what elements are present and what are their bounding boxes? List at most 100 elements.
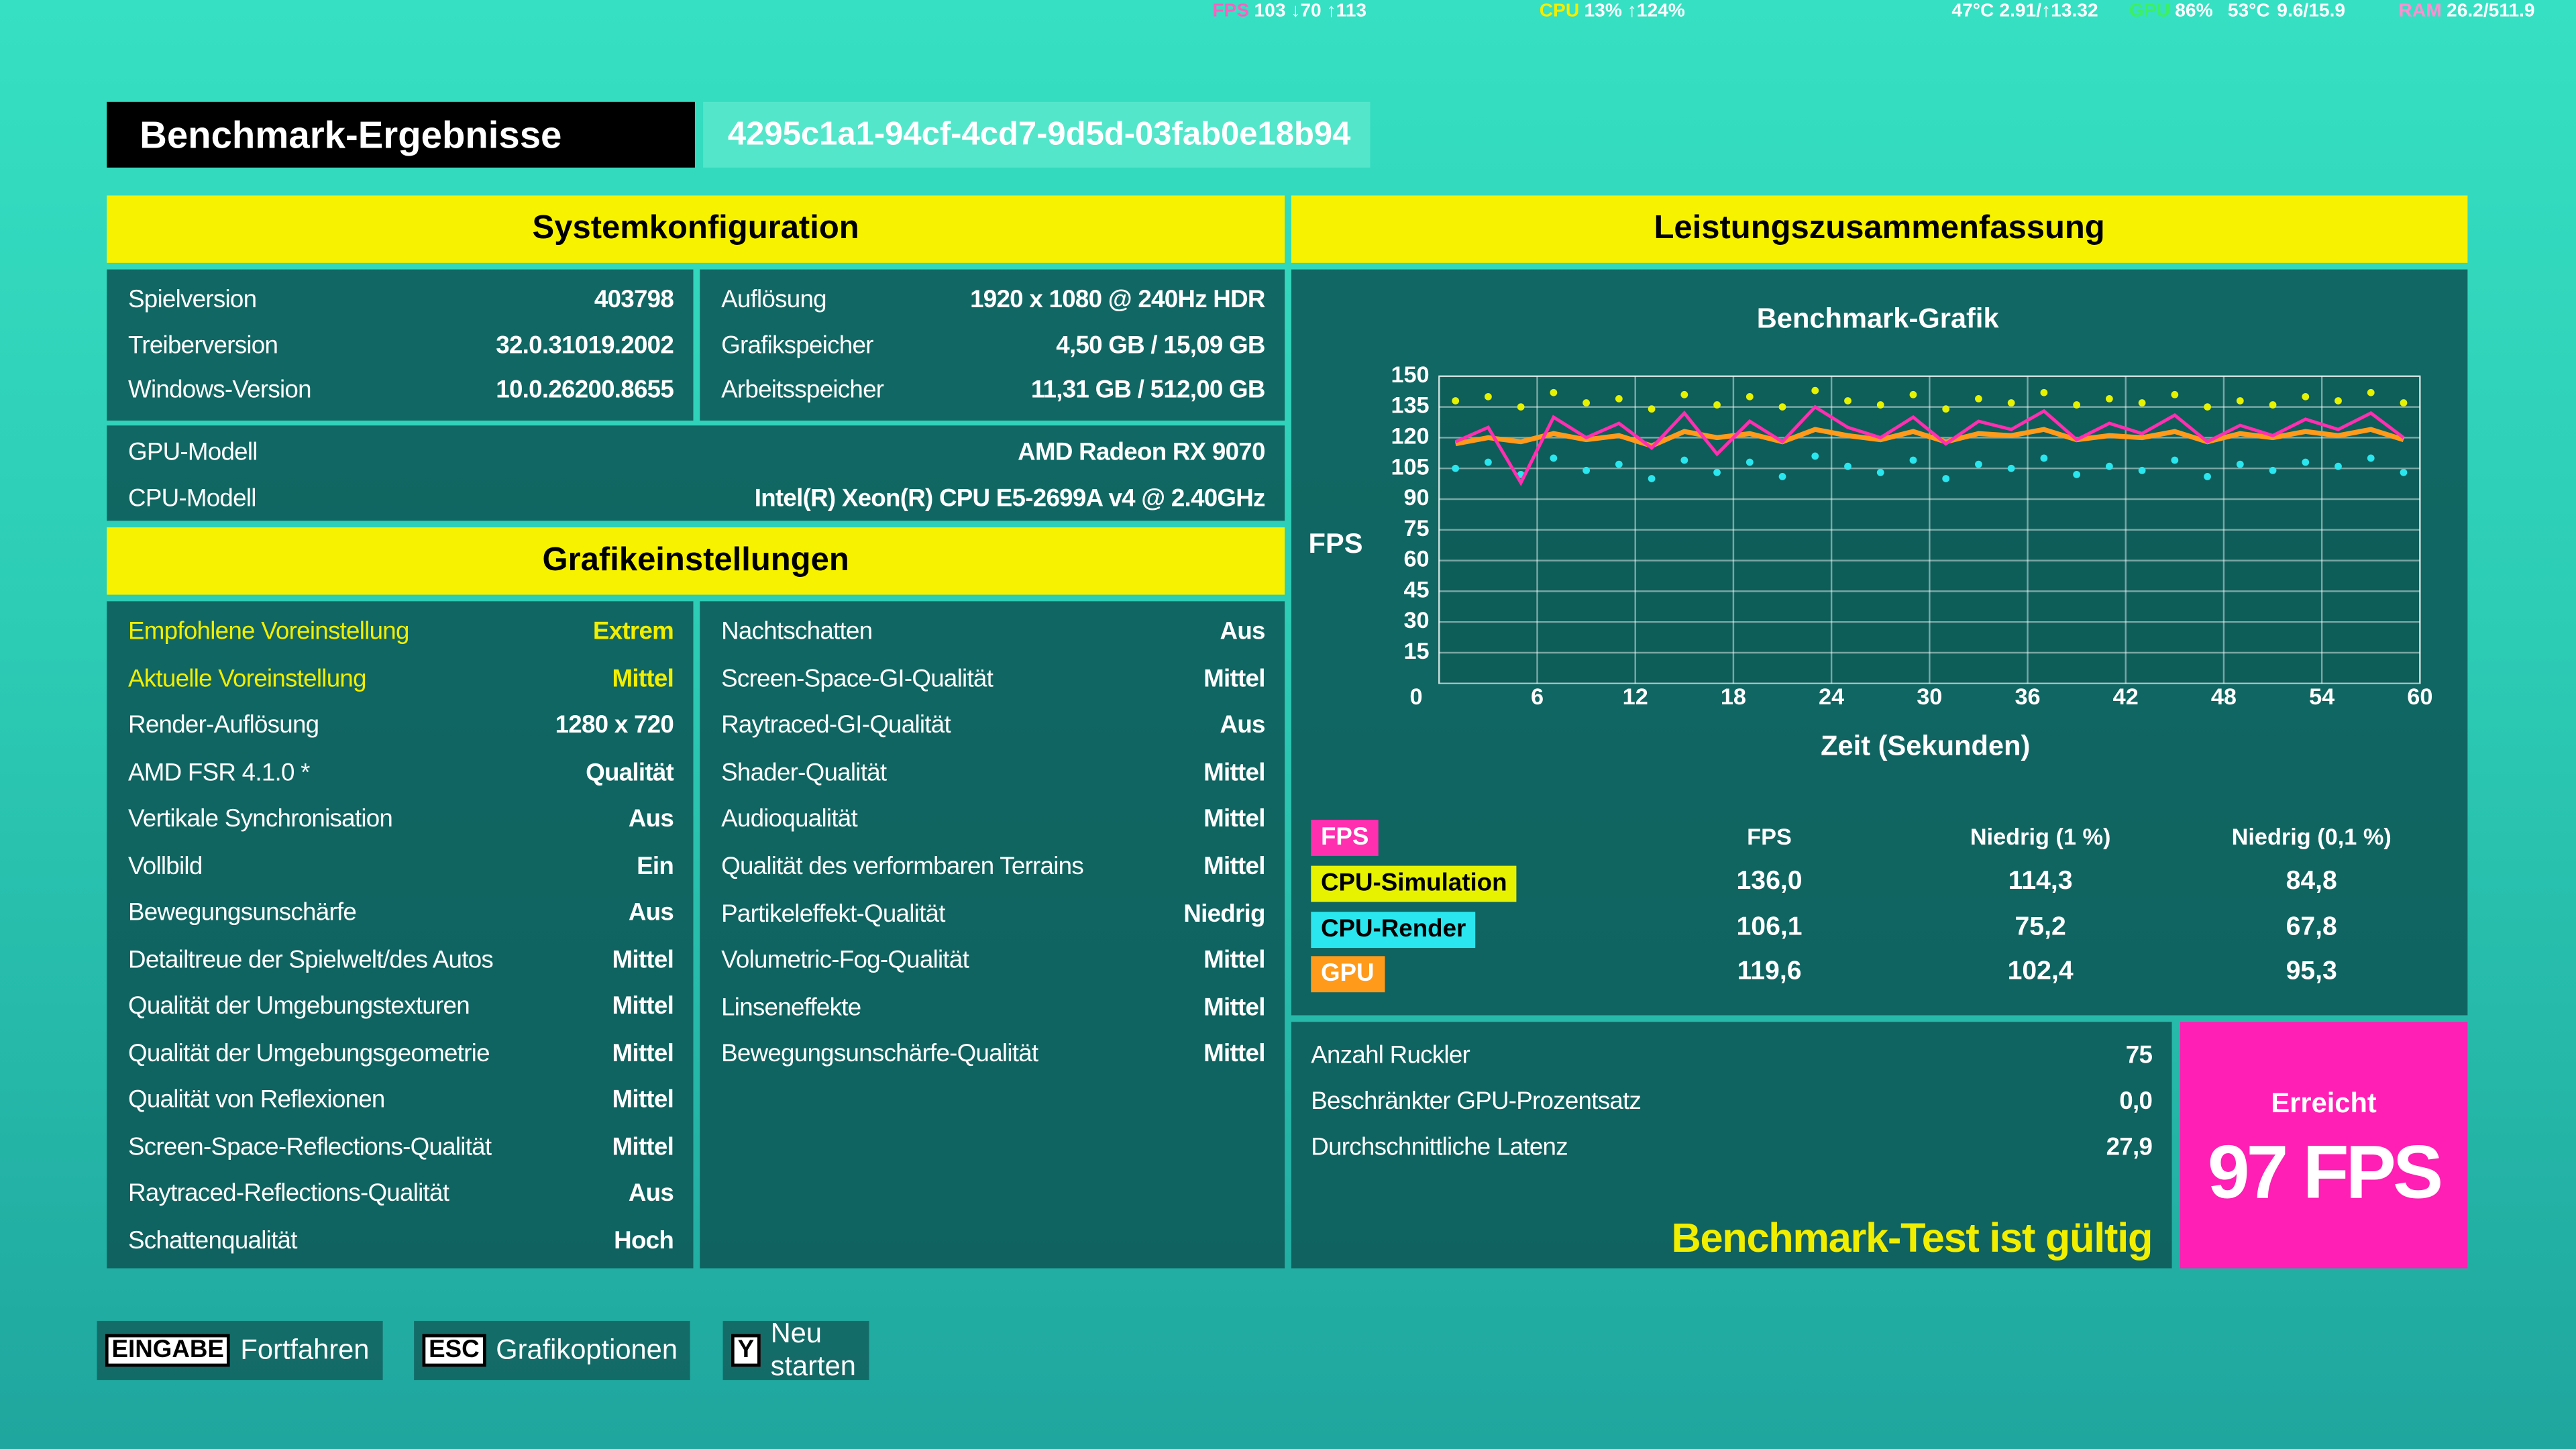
series-point — [1909, 456, 1917, 464]
x-tick-label: 60 — [2407, 684, 2432, 710]
series-point — [2073, 470, 2081, 478]
setting-name: Arbeitsspeicher — [721, 376, 884, 405]
achieved-label: Erreicht — [2271, 1087, 2377, 1119]
setting-value: Mittel — [1203, 852, 1265, 881]
setting-row: Detailtreue der Spielwelt/des Autos Mitte… — [128, 937, 674, 984]
summary-header: Niedrig (0,1 %) — [2231, 822, 2392, 850]
setting-value: Mittel — [1203, 994, 1265, 1022]
setting-row: Windows-Version 10.0.26200.8655 — [128, 368, 674, 413]
y-tick-label: 30 — [1403, 608, 1429, 633]
setting-row: Raytraced-Reflections-Qualität Aus — [128, 1171, 674, 1218]
series-point — [2204, 403, 2211, 411]
setting-name: Auflösung — [721, 286, 827, 314]
setting-name: Vertikale Synchronisation — [128, 805, 393, 833]
section-header: Leistungszusammenfassung — [1291, 195, 2468, 263]
series-point — [1746, 392, 1754, 400]
setting-row: AMD FSR 4.1.0 * Qualität — [128, 750, 674, 797]
overlay-item: CPU 13% ↑124% — [1540, 1, 1685, 21]
setting-value: Mittel — [1203, 805, 1265, 834]
series-point — [2236, 460, 2244, 468]
setting-row: Schattenqualität Hoch — [128, 1218, 674, 1265]
legend-badge: FPS — [1311, 820, 1379, 856]
overlay-label: CPU — [1539, 1, 1580, 21]
setting-value: Mittel — [612, 1085, 674, 1114]
series-point — [1876, 401, 1884, 409]
overlay-item: RAM 26.2/511.9 — [2399, 1, 2535, 21]
setting-name: Qualität der Umgebungstexturen — [128, 992, 470, 1020]
x-tick-label: 6 — [1531, 684, 1544, 710]
overlay-value: 13% ↑124% — [1584, 1, 1685, 21]
setting-value: Extrem — [592, 617, 674, 646]
footer-button[interactable]: EINGABE Fortfahren — [97, 1320, 383, 1381]
summary-cell: 106,1 — [1736, 913, 1803, 942]
y-tick-label: 15 — [1403, 639, 1429, 664]
setting-name: Render-Auflösung — [128, 711, 319, 740]
series-point — [1778, 403, 1786, 411]
overlay-item: 47°C — [1951, 1, 1994, 21]
graphics-left: Empfohlene Voreinstellung Extrem Aktuelle … — [107, 601, 694, 1269]
setting-name: Qualität der Umgebungsgeometrie — [128, 1038, 490, 1067]
setting-row: Raytraced-GI-Qualität Aus — [721, 704, 1265, 751]
summary-cell: 75,2 — [2015, 913, 2066, 942]
setting-name: Bewegungsunschärfe — [128, 898, 357, 927]
series-point — [1648, 405, 1656, 413]
setting-row: Audioqualität Mittel — [721, 798, 1265, 845]
series-point — [1517, 403, 1525, 411]
setting-name: Anzahl Ruckler — [1311, 1041, 1470, 1070]
setting-value: 27,9 — [2106, 1133, 2153, 1162]
y-tick-label: 75 — [1403, 516, 1429, 541]
setting-name: Screen-Space-Reflections-Qualität — [128, 1132, 492, 1161]
series-point — [1975, 460, 1982, 468]
footer-button[interactable]: Y Neu starten — [722, 1318, 869, 1382]
summary-cell: 67,8 — [2286, 913, 2337, 942]
setting-name: Vollbild — [128, 851, 203, 880]
achieved-value: 97 FPS — [2207, 1128, 2443, 1214]
setting-row: Shader-Qualität Mittel — [721, 751, 1265, 798]
series-line — [1454, 427, 2405, 449]
series-point — [2204, 473, 2211, 480]
setting-row: Anzahl Ruckler 75 — [1311, 1033, 2153, 1079]
setting-row: Vollbild Ein — [128, 844, 674, 891]
summary-cell: 84,8 — [2286, 867, 2337, 896]
series-point — [1582, 466, 1591, 474]
key-badge: EINGABE — [105, 1334, 231, 1367]
setting-value: Aus — [1220, 711, 1266, 740]
y-tick-label: 45 — [1403, 577, 1429, 602]
series-point — [1485, 392, 1492, 400]
setting-row: Screen-Space-GI-Qualität Mittel — [721, 657, 1265, 704]
setting-row: Volumetric-Fog-Qualität Mittel — [721, 938, 1265, 985]
setting-name: Windows-Version — [128, 376, 312, 405]
summary-header: Niedrig (1 %) — [1970, 822, 2111, 850]
setting-name: Raytraced-GI-Qualität — [721, 711, 951, 740]
overlay-item: GPU 86% — [2129, 1, 2213, 21]
setting-name: Durchschnittliche Latenz — [1311, 1133, 1568, 1162]
series-point — [1550, 388, 1558, 396]
setting-row: Empfohlene Voreinstellung Extrem — [128, 610, 674, 657]
series-point — [2105, 395, 2113, 402]
series-point — [2302, 458, 2310, 466]
setting-row: Aktuelle Voreinstellung Mittel — [128, 656, 674, 703]
setting-row: GPU-Modell AMD Radeon RX 9070 — [128, 431, 1265, 476]
series-point — [1975, 395, 1982, 402]
setting-row: Qualität der Umgebungstexturen Mittel — [128, 984, 674, 1031]
series-point — [2171, 390, 2179, 398]
footer-button[interactable]: ESC Grafikoptionen — [414, 1320, 691, 1381]
achieved-box: Erreicht 97 FPS — [2180, 1022, 2468, 1269]
legend-badge: GPU — [1311, 956, 1385, 993]
series-point — [2269, 466, 2277, 474]
series-point — [1909, 390, 1917, 398]
summary-header: FPS — [1747, 822, 1792, 850]
setting-row: Auflösung 1920 x 1080 @ 240Hz HDR — [721, 278, 1265, 323]
summary-cell: 119,6 — [1737, 957, 1802, 986]
setting-name: Volumetric-Fog-Qualität — [721, 946, 969, 975]
button-label: Fortfahren — [240, 1334, 370, 1366]
series-point — [2171, 456, 2179, 464]
setting-name: Qualität von Reflexionen — [128, 1085, 385, 1114]
series-point — [1844, 397, 1851, 405]
series-point — [2007, 464, 2015, 472]
summary-cell: 102,4 — [2007, 957, 2074, 986]
section-header: Grafikeinstellungen — [107, 527, 1285, 595]
